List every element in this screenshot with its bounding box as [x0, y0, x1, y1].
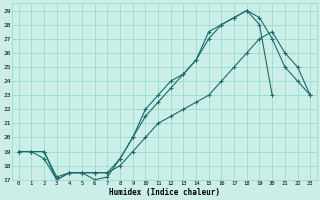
X-axis label: Humidex (Indice chaleur): Humidex (Indice chaleur)	[109, 188, 220, 197]
